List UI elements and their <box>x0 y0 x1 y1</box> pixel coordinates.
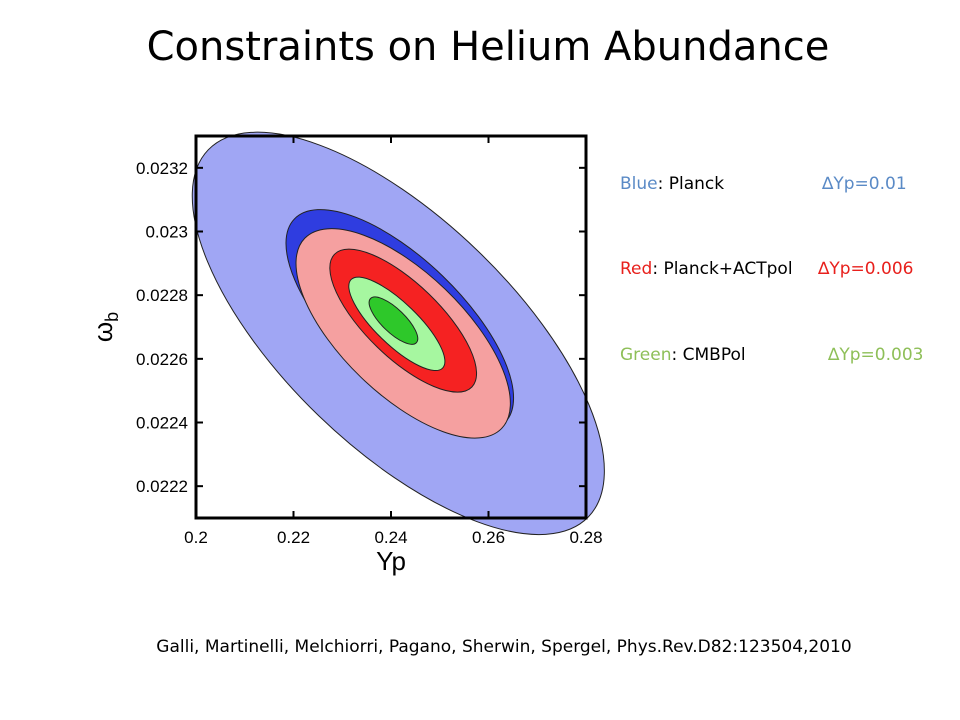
legend-color-word: Blue <box>620 174 658 194</box>
legend-label: : Planck <box>657 174 725 194</box>
citation: Galli, Martinelli, Melchiorri, Pagano, S… <box>156 637 852 657</box>
legend-entry: Red: Planck+ACTpol <box>620 259 793 279</box>
axis-ticks: 0.2 0.22 0.24 0.26 0.28 0.0222 0.0224 0.0226 0.0… <box>136 136 603 547</box>
legend-entry: Blue: Planck <box>620 174 724 194</box>
x-tick-label: 0.22 <box>277 528 310 547</box>
x-axis-label: Yp <box>376 546 406 576</box>
legend-delta-value: Yp=0.003 <box>839 345 924 365</box>
legend-label: : Planck+ACTpol <box>652 259 793 279</box>
delta-symbol: ∆ <box>822 174 834 194</box>
legend-delta: ∆Yp=0.003 <box>828 345 923 365</box>
y-axis-label-main: ω <box>88 322 118 342</box>
y-tick-label: 0.0224 <box>136 414 188 433</box>
x-tick-label: 0.2 <box>184 528 208 547</box>
legend-delta: ∆Yp=0.006 <box>818 259 913 279</box>
legend-color-word: Red <box>620 259 653 279</box>
legend-label: : CMBPol <box>671 345 746 365</box>
y-axis-label-sub: b <box>102 312 122 322</box>
x-tick-label: 0.24 <box>374 528 407 547</box>
legend-delta-value: Yp=0.006 <box>829 259 914 279</box>
slide-title: Constraints on Helium Abundance <box>146 24 830 70</box>
x-tick-label: 0.28 <box>569 528 602 547</box>
legend-color-word: Green <box>620 345 672 365</box>
legend-entry: Green: CMBPol <box>620 345 746 365</box>
y-tick-label: 0.0228 <box>136 286 188 305</box>
y-tick-label: 0.0232 <box>136 159 188 178</box>
x-tick-label: 0.26 <box>472 528 505 547</box>
contour-layer <box>191 131 605 536</box>
contour-cmbpol-68 <box>368 296 419 345</box>
delta-symbol: ∆ <box>828 345 840 365</box>
legend-delta: ∆Yp=0.01 <box>822 174 907 194</box>
legend-delta-value: Yp=0.01 <box>833 174 907 194</box>
y-axis-label: ωb <box>88 312 122 342</box>
y-tick-label: 0.0222 <box>136 477 188 496</box>
y-tick-label: 0.023 <box>145 223 188 242</box>
y-tick-label: 0.0226 <box>136 350 188 369</box>
delta-symbol: ∆ <box>818 259 830 279</box>
